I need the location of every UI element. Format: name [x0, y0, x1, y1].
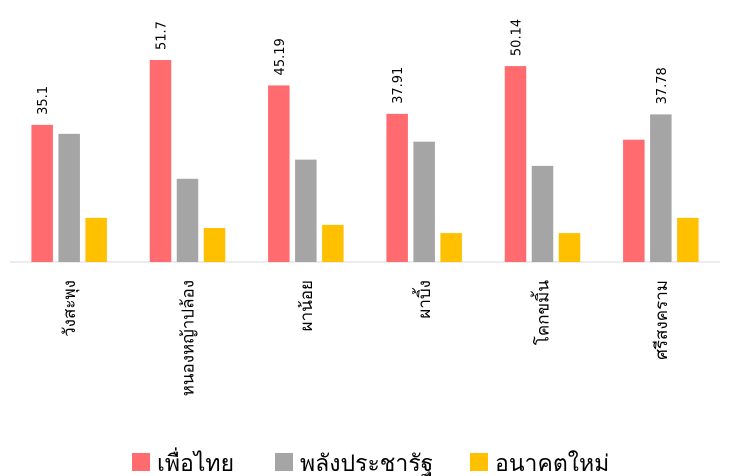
- bar: [322, 224, 344, 262]
- bar: [31, 124, 53, 263]
- bar: [295, 159, 317, 262]
- legend-swatch: [470, 453, 488, 471]
- x-tick-label: โคกขมิ้น: [531, 280, 554, 346]
- bar: [85, 217, 107, 262]
- value-label: 45.19: [273, 38, 288, 75]
- legend-label: พลังประชารัฐ: [300, 451, 433, 476]
- bar: [176, 178, 199, 262]
- legend-swatch: [275, 453, 293, 471]
- value-label: 35.1: [36, 86, 51, 115]
- bar: [650, 114, 672, 262]
- bar: [413, 141, 435, 262]
- bar: [504, 66, 527, 263]
- bar: [58, 133, 80, 262]
- bar: [531, 165, 554, 262]
- x-tick-label: หนองหญ้าปล้อง: [179, 280, 199, 396]
- bar: [268, 85, 290, 262]
- value-label: 37.91: [391, 67, 406, 104]
- value-label: 50.14: [510, 19, 525, 56]
- bar: [440, 233, 462, 262]
- bar: [623, 139, 645, 262]
- bar: [149, 60, 172, 262]
- bar: [203, 228, 226, 262]
- bar: [386, 113, 408, 262]
- x-tick-label: ผาบิ้ง: [412, 280, 435, 319]
- x-tick-label: ผาน้อย: [297, 280, 317, 331]
- value-label: 51.7: [155, 21, 170, 50]
- legend-label: อนาคตใหม่: [495, 450, 609, 476]
- x-tick-label: ศรีสงคราม: [652, 280, 672, 360]
- legend-label: เพื่อไทย: [157, 447, 234, 476]
- value-label: 37.78: [655, 67, 670, 104]
- x-tick-label: วังสะพุง: [60, 280, 80, 337]
- legend-swatch: [132, 453, 150, 471]
- bar: [677, 217, 699, 262]
- bar: [558, 233, 581, 262]
